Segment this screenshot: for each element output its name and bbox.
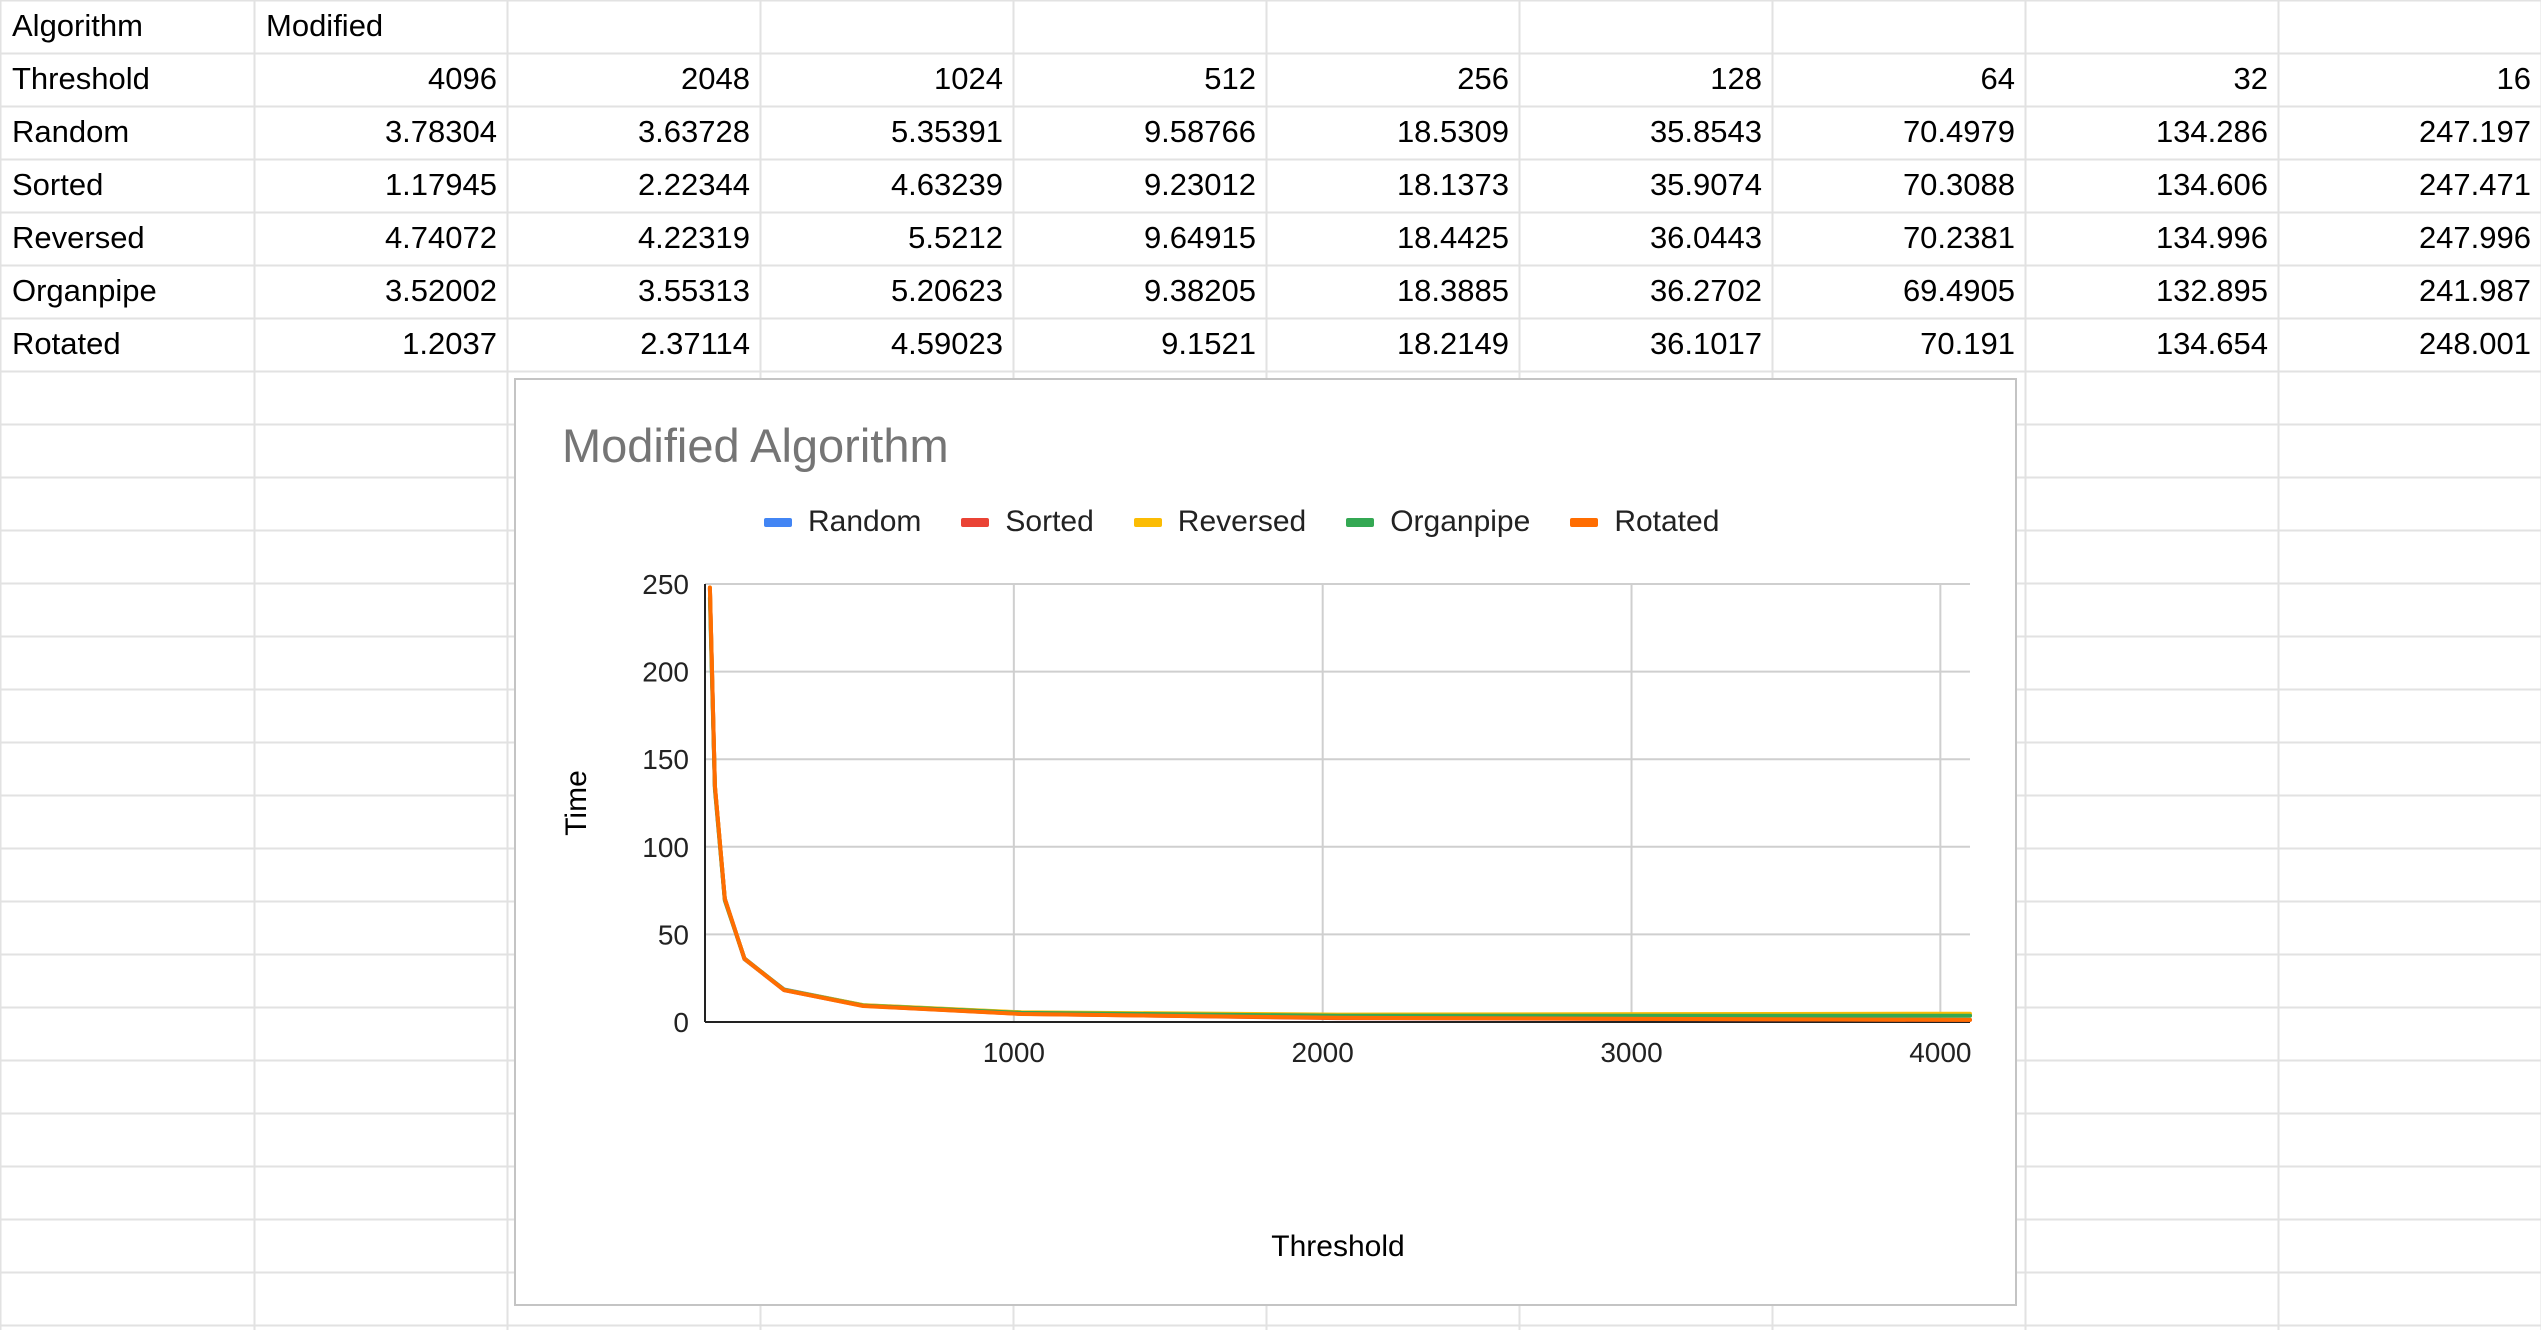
legend-item-rotated[interactable]: Rotated (1570, 505, 1719, 539)
y-tick-label: 250 (642, 569, 689, 600)
cell-value[interactable]: 36.1017 (1649, 326, 1762, 361)
cell-value[interactable]: 3.78304 (384, 114, 497, 149)
cell-value[interactable]: 128 (1710, 61, 1762, 96)
legend-swatch (961, 517, 990, 527)
cell-value[interactable]: 1.2037 (402, 326, 497, 361)
cell-value[interactable]: 134.654 (2155, 326, 2268, 361)
legend-swatch (1346, 517, 1375, 527)
cell-value[interactable]: 35.8543 (1649, 114, 1762, 149)
cell-value[interactable]: 9.23012 (1143, 167, 1256, 202)
cell-value[interactable]: 247.471 (2418, 167, 2531, 202)
cell-value[interactable]: 70.191 (1920, 326, 2015, 361)
chart-title: Modified Algorithm (562, 419, 949, 472)
chart-legend: Random Sorted Reversed Organpipe Rotated (764, 502, 1719, 542)
x-tick-label: 2000 (1292, 1037, 1354, 1068)
cell-row-label[interactable]: Organpipe (12, 273, 157, 308)
cell-value[interactable]: 18.2149 (1396, 326, 1509, 361)
line-chart[interactable]: Modified Algorithm Random Sorted Reversed O… (514, 378, 2017, 1306)
cell-value[interactable]: 134.606 (2155, 167, 2268, 202)
series-line-rotated[interactable] (707, 585, 1972, 1022)
cell-value[interactable]: 2.22344 (637, 167, 750, 202)
cell-value[interactable]: 36.0443 (1649, 220, 1762, 255)
cell-value[interactable]: 9.64915 (1143, 220, 1256, 255)
legend-swatch (1570, 517, 1599, 527)
cell-value[interactable]: 1.17945 (384, 167, 497, 202)
plot-area: 0 50 100 150 200 250 1000 2000 3000 4000 Threshold… (560, 569, 1972, 1263)
cell-value[interactable]: 1024 (934, 61, 1003, 96)
cell-row-label[interactable]: Threshold (12, 61, 150, 96)
cell-value[interactable]: 35.9074 (1649, 167, 1762, 202)
x-tick-label: 1000 (983, 1037, 1045, 1068)
cell-row-label[interactable]: Reversed (12, 220, 145, 255)
cell-value[interactable]: 256 (1457, 61, 1509, 96)
cell-value[interactable]: 134.996 (2155, 220, 2268, 255)
cell-value[interactable]: 4.74072 (384, 220, 497, 255)
y-tick-label: 100 (642, 832, 689, 863)
cell-value[interactable]: 5.35391 (890, 114, 1003, 149)
series-line-reversed[interactable] (707, 585, 1972, 1017)
cell-value[interactable]: 9.58766 (1143, 114, 1256, 149)
cell-value[interactable]: 132.895 (2155, 273, 2268, 308)
cell-value[interactable]: 4.59023 (890, 326, 1003, 361)
x-axis-title: Threshold (1271, 1230, 1404, 1263)
cell-value[interactable]: 36.2702 (1649, 273, 1762, 308)
cell-value[interactable]: 4096 (428, 61, 497, 96)
legend-item-reversed[interactable]: Reversed (1133, 505, 1307, 539)
legend-label: Organpipe (1390, 505, 1531, 538)
x-tick-label: 4000 (1909, 1037, 1971, 1068)
cell-value[interactable]: 16 (2496, 61, 2531, 96)
cell-value[interactable]: 69.4905 (1902, 273, 2015, 308)
cell-value[interactable]: 3.55313 (637, 273, 750, 308)
x-tick-label: 3000 (1600, 1037, 1662, 1068)
cell-value[interactable]: 18.3885 (1396, 273, 1509, 308)
cell-value[interactable]: 2.37114 (640, 326, 750, 361)
legend-item-sorted[interactable]: Sorted (961, 505, 1094, 539)
y-tick-label: 200 (642, 657, 689, 688)
legend-label: Random (808, 505, 922, 538)
cell-row-label[interactable]: Rotated (12, 326, 121, 361)
cell-value[interactable]: 9.1521 (1161, 326, 1256, 361)
series-line-organpipe[interactable] (707, 596, 1972, 1018)
cell-value[interactable]: 18.4425 (1396, 220, 1509, 255)
cell-value[interactable]: 241.987 (2418, 273, 2531, 308)
cell-value[interactable]: 70.3088 (1902, 167, 2015, 202)
cell-value[interactable]: 64 (1980, 61, 2015, 96)
legend-item-organpipe[interactable]: Organpipe (1346, 505, 1530, 539)
cell-value[interactable]: 32 (2233, 61, 2268, 96)
cell-row-label[interactable]: Algorithm (12, 8, 143, 43)
legend-swatch (764, 517, 792, 527)
series-line-sorted[interactable] (707, 586, 1972, 1022)
y-axis-title: Time (560, 770, 593, 836)
legend-label: Reversed (1177, 505, 1307, 538)
cell-value[interactable]: 247.996 (2418, 220, 2531, 255)
cell-value[interactable]: 5.20623 (890, 273, 1003, 308)
cell-value[interactable]: 247.197 (2418, 114, 2531, 149)
cell-value[interactable]: 134.286 (2155, 114, 2268, 149)
cell-value[interactable]: 4.63239 (890, 167, 1003, 202)
cell-value[interactable]: 70.4979 (1902, 114, 2015, 149)
cell-row-label[interactable]: Sorted (12, 167, 104, 202)
y-tick-label: 0 (673, 1007, 689, 1038)
cell-value[interactable]: 2048 (681, 61, 750, 96)
cell-value[interactable]: 248.001 (2418, 326, 2531, 361)
cell-row-label[interactable]: Random (12, 114, 130, 149)
cell-value[interactable]: 18.5309 (1396, 114, 1509, 149)
y-tick-label: 150 (642, 744, 689, 775)
cell-value[interactable]: 512 (1204, 61, 1256, 96)
cell-value[interactable]: 18.1373 (1396, 167, 1509, 202)
cell-value[interactable]: 4.22319 (637, 220, 750, 255)
cell-value[interactable]: 3.52002 (384, 273, 497, 308)
y-tick-label: 50 (658, 919, 689, 950)
cell-value[interactable]: Modified (266, 8, 384, 43)
legend-item-random[interactable]: Random (764, 505, 921, 539)
series-line-random[interactable] (707, 586, 1972, 1018)
cell-value[interactable]: 3.63728 (637, 114, 750, 149)
legend-label: Rotated (1614, 505, 1720, 538)
cell-value[interactable]: 5.5212 (908, 220, 1003, 255)
legend-swatch (1133, 517, 1162, 527)
cell-value[interactable]: 70.2381 (1902, 220, 2015, 255)
legend-label: Sorted (1005, 505, 1094, 538)
cell-value[interactable]: 9.38205 (1143, 273, 1256, 308)
